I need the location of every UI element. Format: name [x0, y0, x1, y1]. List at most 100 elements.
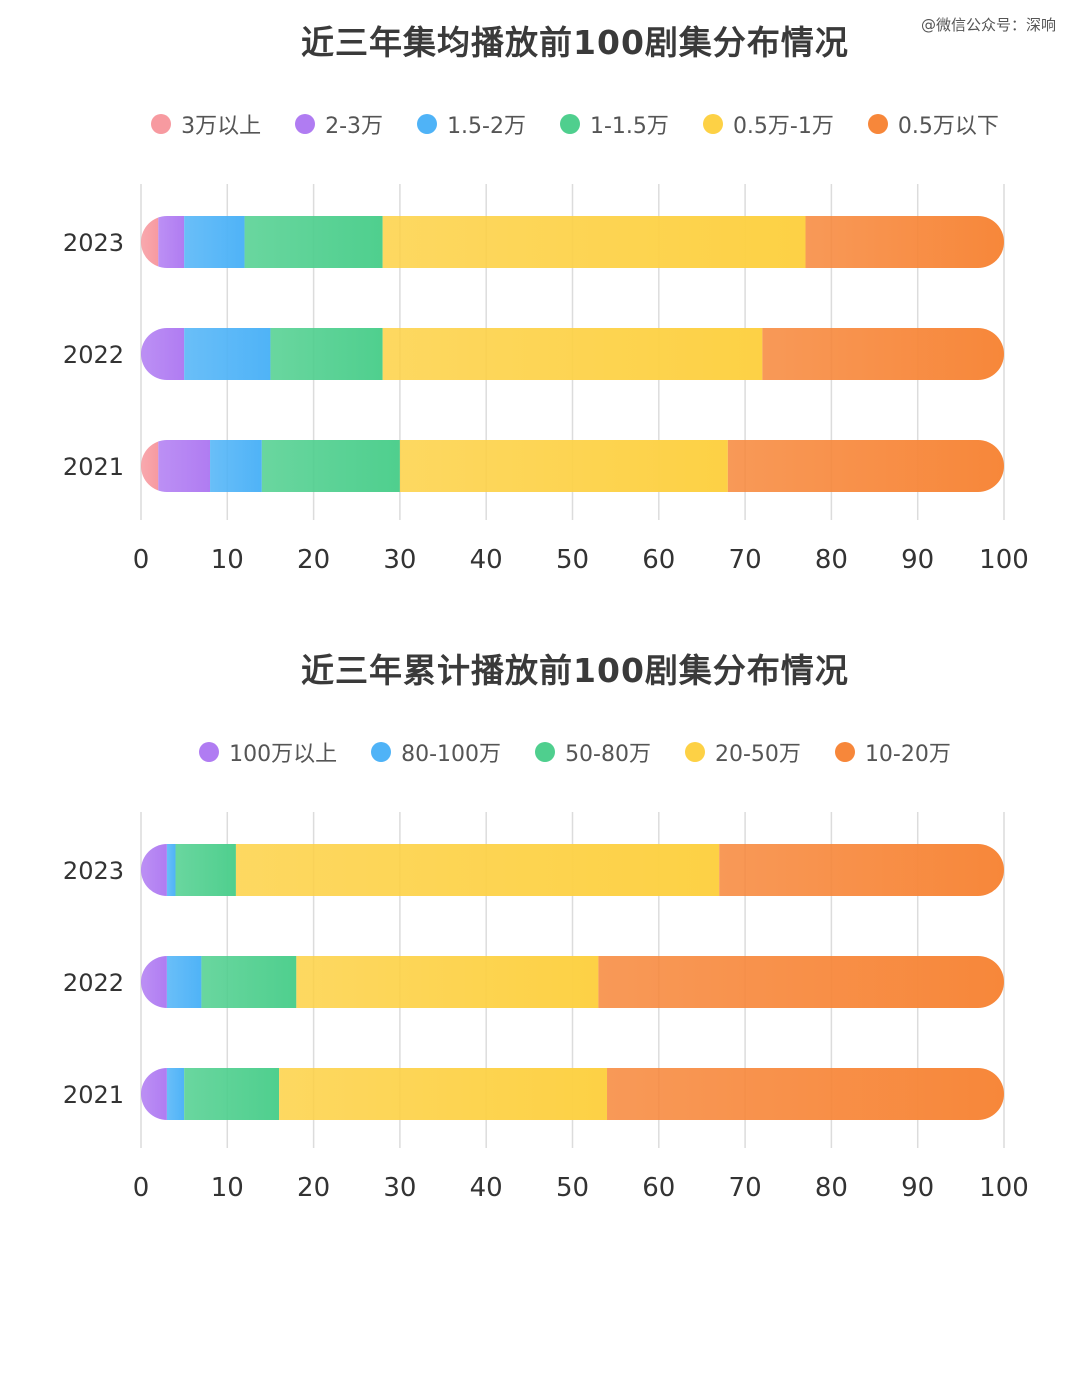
x-tick-label: 40 — [470, 545, 503, 575]
x-tick-label: 60 — [642, 545, 675, 575]
y-category-label: 2021 — [63, 453, 124, 481]
legend-item: 2-3万 — [295, 108, 383, 140]
x-tick-label: 70 — [729, 545, 762, 575]
bar-segment — [607, 1068, 1004, 1120]
plot-area: 0 10 20 30 40 50 60 70 80 90 100 2023 2022 2021 — [63, 812, 1029, 1203]
legend-item: 0.5万-1万 — [702, 108, 834, 140]
bar-row — [141, 844, 1004, 896]
bar-segment — [382, 328, 763, 380]
legend-item: 80-100万 — [371, 736, 501, 768]
watermark: @微信公众号：深响 — [920, 16, 1056, 34]
y-category-label: 2023 — [63, 229, 124, 257]
bar-segment — [399, 440, 728, 492]
x-tick-label: 80 — [815, 1173, 848, 1203]
legend: 3万以上 2-3万 1.5-2万 1-1.5万 0.5万-1万 0.5万以下 — [0, 108, 1080, 140]
legend-swatch — [151, 114, 172, 134]
legend-item: 100万以上 — [199, 736, 337, 768]
x-tick-label: 10 — [211, 1173, 244, 1203]
y-category-label: 2021 — [63, 1081, 124, 1109]
legend-label: 1-1.5万 — [590, 114, 669, 139]
legend-swatch — [417, 114, 438, 134]
legend-swatch — [535, 742, 556, 762]
legend-label: 0.5万以下 — [897, 114, 999, 139]
legend-item: 1.5-2万 — [417, 108, 526, 140]
x-tick-label: 70 — [729, 1173, 762, 1203]
chart-title: 近三年集均播放前100剧集分布情况 — [301, 23, 849, 62]
bar-segment — [727, 440, 1004, 492]
bar-row — [141, 440, 1004, 492]
chart-title: 近三年累计播放前100剧集分布情况 — [301, 651, 849, 690]
x-tick-label: 20 — [297, 545, 330, 575]
legend-label: 2-3万 — [325, 114, 384, 139]
legend-item: 50-80万 — [535, 736, 651, 768]
legend-swatch — [702, 114, 723, 134]
bar-row — [141, 956, 1004, 1008]
x-tick-label: 50 — [556, 545, 589, 575]
bar-segment — [235, 844, 720, 896]
bar-row — [141, 1068, 1004, 1120]
bar-segment — [175, 844, 236, 896]
bar-segment — [244, 216, 383, 268]
legend-label: 100万以上 — [229, 742, 338, 767]
bar-segment — [141, 216, 159, 268]
bar-segment — [382, 216, 806, 268]
x-tick-label: 100 — [979, 1173, 1029, 1203]
bar-segment — [141, 440, 159, 492]
legend-label: 20-50万 — [715, 742, 801, 767]
bar-row — [141, 216, 1004, 268]
bar-segment — [210, 440, 262, 492]
legend-label: 50-80万 — [565, 742, 651, 767]
legend-label: 10-20万 — [864, 742, 951, 767]
x-tick-label: 20 — [297, 1173, 330, 1203]
bar-segment — [270, 328, 383, 380]
bar-segment — [762, 328, 1004, 380]
y-category-label: 2023 — [63, 857, 124, 885]
y-category-label: 2022 — [63, 341, 124, 369]
legend-swatch — [867, 114, 888, 134]
legend-swatch — [371, 742, 392, 762]
legend-swatch — [834, 742, 855, 762]
bar-segment — [279, 1068, 608, 1120]
bar-segment — [184, 328, 271, 380]
bar-segment — [598, 956, 1004, 1008]
bar-segment — [141, 328, 185, 380]
legend-swatch — [295, 114, 316, 134]
bar-segment — [184, 216, 245, 268]
x-tick-label: 10 — [211, 545, 244, 575]
legend-label: 80-100万 — [401, 742, 502, 767]
x-tick-label: 80 — [815, 545, 848, 575]
plot-area: 0 10 20 30 40 50 60 70 80 90 100 2023 2022 2021 — [63, 184, 1029, 575]
bar-segment — [141, 844, 167, 896]
bar-segment — [719, 844, 1004, 896]
legend-swatch — [199, 742, 220, 762]
legend-swatch — [560, 114, 580, 134]
legend-label: 3万以上 — [181, 114, 262, 139]
bar-segment — [184, 1068, 280, 1120]
y-category-label: 2022 — [63, 969, 124, 997]
x-tick-label: 50 — [556, 1173, 589, 1203]
bar-segment — [141, 956, 167, 1008]
legend-item: 0.5万以下 — [867, 108, 999, 140]
bar-segment — [805, 216, 1004, 268]
legend-item: 10-20万 — [834, 736, 951, 768]
bar-segment — [261, 440, 400, 492]
bar-row — [141, 328, 1004, 380]
bar-segment — [296, 956, 599, 1008]
legend-item: 1-1.5万 — [560, 108, 669, 140]
legend-item: 3万以上 — [151, 108, 261, 140]
x-tick-label: 90 — [901, 1173, 934, 1203]
x-tick-label: 90 — [901, 545, 934, 575]
x-tick-label: 60 — [642, 1173, 675, 1203]
bar-segment — [201, 956, 297, 1008]
bar-segment — [166, 956, 202, 1008]
x-tick-label: 100 — [979, 545, 1029, 575]
legend-label: 1.5-2万 — [447, 114, 526, 139]
x-tick-label: 30 — [383, 545, 416, 575]
x-tick-label: 0 — [133, 1173, 150, 1203]
x-tick-label: 0 — [133, 545, 150, 575]
bar-segment — [158, 440, 211, 492]
x-tick-label: 30 — [383, 1173, 416, 1203]
legend-label: 0.5万-1万 — [732, 114, 834, 139]
x-tick-label: 40 — [470, 1173, 503, 1203]
bar-segment — [141, 1068, 167, 1120]
